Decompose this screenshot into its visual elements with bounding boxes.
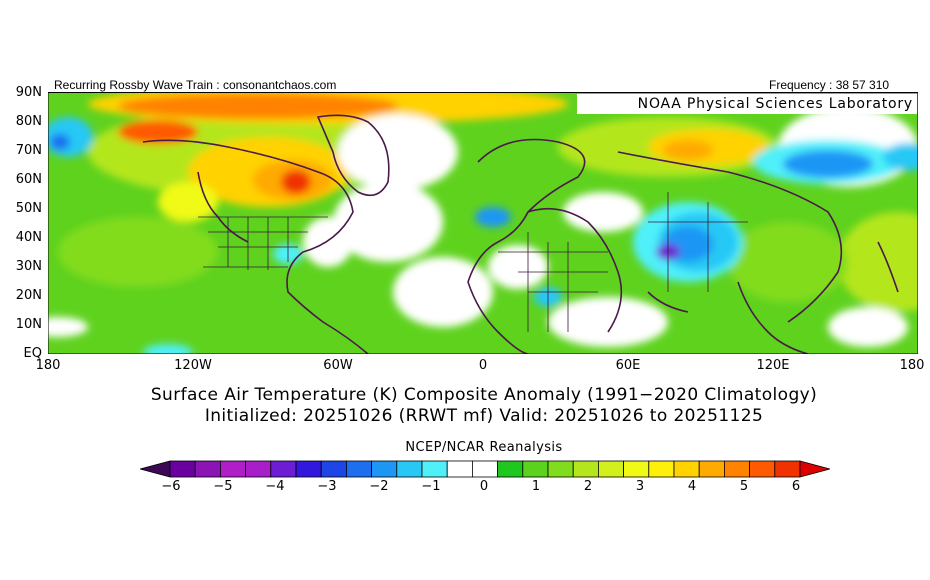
map-title-line1: Surface Air Temperature (K) Composite An… (150, 385, 818, 405)
lon-label-0: 0 (478, 358, 488, 373)
colorbar-swatch (597, 460, 624, 478)
colorbar-swatch (295, 460, 322, 478)
colorbar-swatch (497, 460, 524, 478)
colorbar-swatch (774, 460, 801, 478)
coastlines (142, 114, 899, 354)
lat-label-20n: 20N (15, 288, 42, 303)
colorbar-swatch (345, 460, 372, 478)
colorbar-tick-minus2: −2 (369, 479, 389, 494)
colorbar-tick-0: 0 (479, 479, 489, 494)
colorbar-swatch (220, 460, 247, 478)
lat-label-30n: 30N (15, 259, 42, 274)
lon-label-60e: 60E (615, 358, 641, 373)
colorbar-tick-2: 2 (583, 479, 593, 494)
colorbar (140, 460, 830, 478)
colorbar-swatch (421, 460, 448, 478)
lat-label-80n: 80N (15, 114, 42, 129)
colorbar-swatch (446, 460, 473, 478)
colorbar-swatch (270, 460, 297, 478)
colorbar-swatch (572, 460, 599, 478)
colorbar-swatch (396, 460, 423, 478)
header-left-text: Recurring Rossby Wave Train : consonantc… (54, 78, 337, 92)
lab-banner: NOAA Physical Sciences Laboratory (577, 94, 917, 114)
colorbar-swatch (724, 460, 751, 478)
colorbar-swatch (623, 460, 650, 478)
colorbar-swatch (547, 460, 574, 478)
lon-label-120e: 120E (756, 358, 790, 373)
lat-label-90n: 90N (15, 85, 42, 100)
colorbar-arrow-high (799, 460, 830, 478)
colorbar-swatch (194, 460, 221, 478)
colorbar-swatch (471, 460, 498, 478)
colorbar-swatch (169, 460, 196, 478)
lon-label-120w: 120W (174, 358, 212, 373)
lat-label-50n: 50N (15, 201, 42, 216)
political-borders (198, 192, 748, 332)
lat-label-eq: EQ (23, 346, 42, 361)
colorbar-swatch (320, 460, 347, 478)
colorbar-tick-minus4: −4 (265, 479, 285, 494)
colorbar-swatch (698, 460, 725, 478)
colorbar-swatch (749, 460, 776, 478)
colorbar-tick-minus3: −3 (317, 479, 337, 494)
lat-label-70n: 70N (15, 143, 42, 158)
temperature-anomaly-map (48, 92, 918, 354)
colorbar-swatch (673, 460, 700, 478)
lat-label-10n: 10N (15, 317, 42, 332)
header-frequency-text: Frequency : 38 57 310 (769, 78, 890, 92)
lon-label-180e: 180 (899, 358, 925, 373)
lon-label-180w: 180 (35, 358, 61, 373)
colorbar-title: NCEP/NCAR Reanalysis (405, 440, 563, 455)
colorbar-swatch (522, 460, 549, 478)
colorbar-tick-minus6: −6 (161, 479, 181, 494)
colorbar-tick-6: 6 (791, 479, 801, 494)
map-title-line2: Initialized: 20251026 (RRWT mf) Valid: 2… (204, 406, 764, 426)
colorbar-swatch (648, 460, 675, 478)
colorbar-tick-1: 1 (531, 479, 541, 494)
colorbar-tick-3: 3 (635, 479, 645, 494)
anomaly-fields (48, 92, 918, 354)
colorbar-tick-minus1: −1 (421, 479, 441, 494)
lat-label-40n: 40N (15, 230, 42, 245)
colorbar-tick-minus5: −5 (213, 479, 233, 494)
lon-label-60w: 60W (323, 358, 353, 373)
colorbar-arrow-low (140, 460, 171, 478)
colorbar-tick-5: 5 (739, 479, 749, 494)
colorbar-swatch (245, 460, 272, 478)
colorbar-swatch (371, 460, 398, 478)
lat-label-60n: 60N (15, 172, 42, 187)
colorbar-tick-4: 4 (687, 479, 697, 494)
